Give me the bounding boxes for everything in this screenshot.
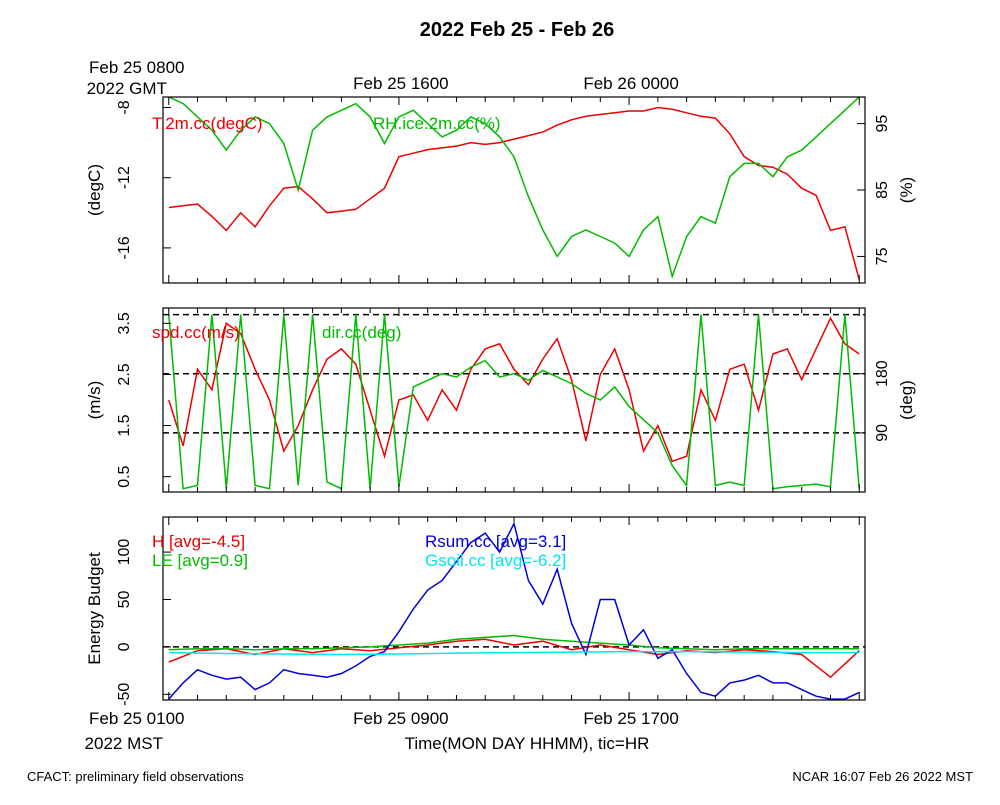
- y-axis-label: (degC): [85, 164, 104, 216]
- footer-right-timestamp: NCAR 16:07 Feb 26 2022 MST: [792, 769, 973, 784]
- panel-temperature_rh: -16 -12 -8 (degC) 75 85 95 (%) T.2m.cc(degC) RH.i…: [85, 96, 916, 284]
- top-axis-tick-label: Feb 26 0000: [583, 74, 678, 93]
- bottom-axis-tick-label: Feb 25 0900: [353, 709, 448, 728]
- panels-group: -16 -12 -8 (degC) 75 85 95 (%) T.2m.cc(degC) RH.i…: [85, 58, 916, 753]
- y-tick-label: -8: [116, 100, 133, 114]
- panel-energy_budget: -50 0 50 100 Energy Budget H [avg=-4.5]LE [av…: [85, 516, 866, 706]
- series-line-energy_budget-1: [168, 634, 860, 651]
- legend-label: Gsoil.cc [avg=-6.2]: [425, 551, 566, 570]
- y-tick-label: 0: [116, 642, 133, 651]
- y-right-tick-label: 180: [874, 360, 891, 387]
- x-axis-label: Time(MON DAY HHMM), tic=HR: [405, 734, 650, 753]
- legend-label: dir.cc(deg): [322, 323, 401, 342]
- bottom-axis-tick-label: 2022 MST: [85, 734, 163, 753]
- top-axis-tick-label: 2022 GMT: [87, 79, 167, 98]
- series-line-energy_budget-3: [168, 650, 860, 656]
- legend-label: T.2m.cc(degC): [152, 114, 263, 133]
- y-right-axis-label: (deg): [897, 380, 916, 420]
- legend-label: H [avg=-4.5]: [152, 532, 245, 551]
- legend-label: LE [avg=0.9]: [152, 551, 248, 570]
- y-tick-label: -50: [116, 683, 133, 706]
- series-line-temperature_rh-1: [168, 97, 860, 280]
- y-tick-label: -16: [116, 236, 133, 259]
- panel-wind: 0.5 1.5 2.5 3.5 (m/s) 90 180 (deg) spd.cc(m/s) di…: [85, 307, 916, 493]
- series-line-temperature_rh-0: [168, 106, 860, 280]
- y-axis-label: (m/s): [85, 381, 104, 420]
- y-tick-label: 2.5: [116, 363, 133, 385]
- chart-title: 2022 Feb 25 - Feb 26: [420, 19, 615, 41]
- y-tick-label: -12: [116, 166, 133, 189]
- y-axis-label: Energy Budget: [85, 552, 104, 665]
- y-tick-label: 100: [116, 539, 133, 566]
- series-line-wind-1: [168, 314, 860, 490]
- top-axis-tick-label: Feb 25 1600: [353, 74, 448, 93]
- y-right-tick-label: 95: [874, 115, 891, 133]
- legend-label: RH.ice.2m.cc(%): [373, 114, 501, 133]
- y-tick-label: 50: [116, 590, 133, 608]
- legend-label: Rsum.cc [avg=3.1]: [425, 532, 566, 551]
- footer-left-note: CFACT: preliminary field observations: [27, 769, 244, 784]
- y-tick-label: 1.5: [116, 414, 133, 436]
- bottom-axis-tick-label: Feb 25 0100: [89, 709, 184, 728]
- series-line-energy_budget-2: [168, 521, 860, 700]
- legend-label: spd.cc(m/s): [152, 323, 240, 342]
- series-line-wind-0: [168, 316, 860, 463]
- bottom-axis-tick-label: Feb 25 1700: [583, 709, 678, 728]
- y-right-tick-label: 75: [874, 247, 891, 265]
- y-tick-label: 0.5: [116, 465, 133, 487]
- y-right-tick-label: 90: [874, 424, 891, 442]
- y-right-axis-label: (%): [897, 177, 916, 203]
- y-tick-label: 3.5: [116, 312, 133, 334]
- y-right-tick-label: 85: [874, 181, 891, 199]
- top-axis-tick-label: Feb 25 0800: [89, 58, 184, 77]
